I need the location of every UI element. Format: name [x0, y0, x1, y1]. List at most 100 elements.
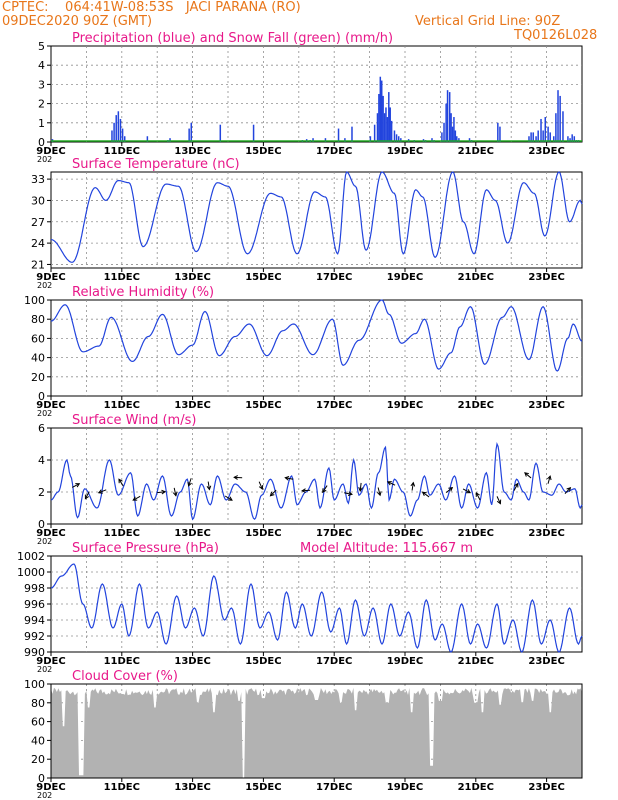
y-tick-label: 100: [24, 294, 45, 307]
wind-arrow: [322, 485, 328, 493]
precip-bar: [219, 124, 222, 142]
x-tick-label: 19DEC: [387, 400, 423, 411]
x-tick-label: 21DEC: [458, 528, 494, 539]
precip-bar: [397, 136, 400, 142]
wind-arrow: [157, 491, 166, 494]
precip-bar: [557, 90, 559, 142]
panel-title-wind: Surface Wind (m/s): [72, 413, 196, 428]
wind-arrow: [462, 488, 471, 494]
precip-bar: [542, 130, 544, 142]
y-tick-label: 3: [38, 78, 45, 91]
y-tick-label: 21: [31, 258, 45, 271]
y-tick-label: 60: [31, 332, 45, 345]
precip-bar: [385, 107, 387, 142]
precip-bar: [453, 117, 455, 142]
x-tick-label: 9DEC: [36, 272, 65, 283]
wind-arrow-head: [448, 486, 454, 492]
wind-arrow-head: [84, 494, 90, 500]
x-tick-label: 21DEC: [458, 656, 494, 667]
precip-bar: [553, 136, 555, 142]
x-tick-label: 15DEC: [245, 400, 281, 411]
x-tick-label: 13DEC: [174, 656, 210, 667]
x-tick-label: 17DEC: [316, 272, 352, 283]
precip-bar: [456, 136, 458, 142]
precip-bar: [351, 126, 353, 142]
precip-bar: [115, 115, 117, 142]
y-tick-label: 0: [38, 136, 45, 149]
precip-bar: [390, 120, 393, 142]
precip-bar: [431, 138, 433, 142]
precip-bar: [562, 111, 564, 142]
precip-bar: [380, 80, 383, 142]
precip-bar: [537, 130, 539, 142]
precip-bar: [540, 118, 542, 142]
precip-bar: [337, 128, 340, 142]
precip-bar: [382, 95, 384, 142]
wind-arrow: [270, 489, 277, 497]
precip-bar: [400, 138, 402, 142]
x-tick-label: 11DEC: [104, 272, 140, 283]
wind-arrow-head: [386, 481, 392, 486]
y-tick-label: 998: [24, 582, 45, 595]
precip-bar: [567, 136, 569, 142]
x-tick-label: 11DEC: [104, 528, 140, 539]
panel-title-pres: Surface Pressure (hPa): [72, 541, 219, 556]
precip-bar: [146, 136, 149, 142]
temp-series-line: [50, 171, 583, 263]
vertical-grid-note: Vertical Grid Line: 90Z: [415, 14, 561, 29]
y-tick-label: 990: [24, 646, 45, 659]
precip-bar: [123, 136, 126, 142]
y-tick-label: 1002: [17, 550, 45, 563]
wind-arrow: [475, 492, 481, 501]
y-tick-label: 2: [38, 486, 45, 499]
y-tick-label: 27: [31, 216, 45, 229]
y-tick-label: 33: [31, 173, 45, 186]
x-tick-label: 13DEC: [174, 528, 210, 539]
x-tick-label: 19DEC: [387, 272, 423, 283]
precip-bar: [388, 92, 390, 142]
precip-bar: [369, 136, 372, 142]
wind-arrow: [285, 477, 294, 480]
wind-arrow: [344, 492, 353, 495]
y-tick-label: 0: [38, 772, 45, 785]
precip-bar: [446, 90, 449, 142]
wind-arrow: [445, 487, 453, 493]
precip-bar: [190, 122, 193, 142]
y-tick-label: 994: [24, 614, 45, 627]
precip-bar: [379, 76, 382, 142]
precip-bar: [373, 124, 376, 142]
rh-series-line: [50, 299, 583, 372]
y-tick-label: 40: [31, 352, 45, 365]
wind-arrow: [411, 482, 414, 491]
y-tick-label: 0: [38, 390, 45, 403]
cloud-cover-area: [51, 687, 582, 778]
y-tick-label: 24: [31, 237, 45, 250]
panel-title-cloud: Cloud Cover (%): [72, 669, 178, 684]
wind-arrow-head: [496, 499, 502, 505]
wind-arrow-head: [118, 478, 123, 484]
x-tick-label: 9DEC: [36, 146, 65, 157]
precip-bar: [111, 130, 113, 142]
y-tick-label: 4: [38, 454, 45, 467]
precip-bar: [113, 122, 115, 142]
x-tick-label: 21DEC: [458, 146, 494, 157]
wind-arrow: [207, 481, 210, 490]
precip-bar: [535, 136, 537, 142]
wind-arrow-head: [347, 491, 353, 497]
wind-arrow: [524, 472, 532, 479]
wind-arrow: [564, 487, 571, 494]
wind-series-line: [50, 441, 583, 521]
wind-arrow-head: [524, 472, 529, 477]
panel-subtitle-pres: Model Altitude: 115.667 m: [300, 541, 473, 556]
x-tick-label: 19DEC: [387, 528, 423, 539]
precip-bar: [451, 126, 454, 142]
precip-bar: [544, 117, 547, 142]
precip-bar: [252, 124, 255, 142]
x-tick-label: 13DEC: [174, 400, 210, 411]
wind-arrow: [496, 496, 501, 504]
wind-arrow: [224, 495, 233, 501]
precip-bar: [555, 113, 557, 142]
wind-arrow: [118, 478, 124, 487]
